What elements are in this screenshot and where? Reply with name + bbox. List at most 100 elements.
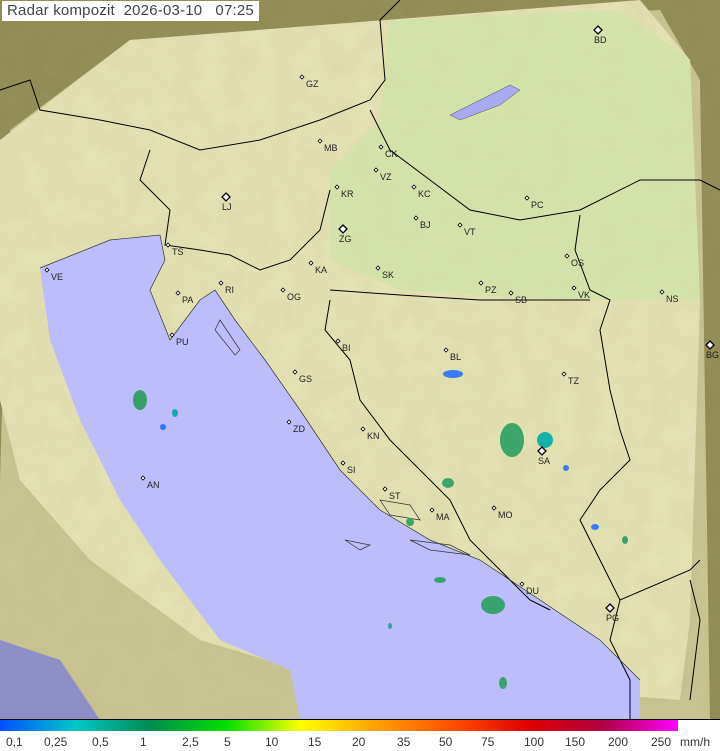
- radar-map[interactable]: GZ BD MB CK VZ KR KC LJ PC BJ VT TS ZG VE RI KA SK OS PA OG…: [0, 0, 720, 720]
- city-label: MB: [324, 143, 338, 153]
- scale-tick-label: 150: [565, 735, 586, 749]
- city-du: DU: [519, 581, 539, 596]
- city-vk: VK: [571, 285, 590, 300]
- precipitation-cell: [563, 465, 569, 471]
- city-label: PA: [182, 295, 193, 305]
- city-sk: SK: [375, 265, 394, 280]
- precipitation-cell: [133, 390, 147, 410]
- city-marker-icon: [317, 138, 323, 144]
- city-marker-icon: [478, 280, 484, 286]
- city-label: SB: [515, 295, 527, 305]
- scale-unit: mm/h: [680, 735, 710, 749]
- city-label: BJ: [420, 220, 431, 230]
- city-label: MO: [498, 510, 513, 520]
- city-pz: PZ: [478, 280, 497, 295]
- city-marker-icon: [564, 253, 570, 259]
- scale-tick-label: 15: [308, 735, 322, 749]
- city-label: TS: [172, 247, 184, 257]
- scale-tick-label: 5: [224, 735, 231, 749]
- city-bl: BL: [443, 347, 461, 362]
- city-marker-icon: [221, 192, 231, 202]
- city-marker-icon: [292, 369, 298, 375]
- city-label: VZ: [380, 172, 392, 182]
- city-label: GZ: [306, 79, 319, 89]
- city-label: BD: [594, 35, 607, 45]
- precipitation-color-scale: [0, 720, 678, 731]
- precipitation-cell: [434, 577, 446, 583]
- city-label: RI: [225, 285, 234, 295]
- city-label: VE: [51, 272, 63, 282]
- plain-green-region: [330, 10, 700, 300]
- precipitation-cell: [591, 524, 599, 530]
- city-marker-icon: [705, 340, 715, 350]
- city-marker-icon: [491, 505, 497, 511]
- city-label: LJ: [222, 202, 232, 212]
- precipitation-cell: [406, 518, 414, 526]
- city-zd: ZD: [286, 419, 305, 434]
- city-label: VK: [578, 290, 590, 300]
- city-kn: KN: [360, 426, 380, 441]
- city-kr: KR: [334, 184, 354, 199]
- scale-tick-label: 1: [140, 735, 147, 749]
- city-marker-icon: [334, 184, 340, 190]
- city-an: AN: [140, 475, 160, 490]
- city-label: DU: [526, 586, 539, 596]
- precipitation-cell: [481, 596, 505, 614]
- scale-tick-label: 0,25: [44, 735, 68, 749]
- precipitation-cell: [388, 623, 392, 629]
- city-marker-icon: [429, 507, 435, 513]
- city-marker-icon: [373, 167, 379, 173]
- precipitation-cell: [499, 677, 507, 689]
- city-marker-icon: [519, 581, 525, 587]
- city-label: NS: [666, 294, 679, 304]
- precipitation-cell: [537, 432, 553, 448]
- city-marker-icon: [378, 144, 384, 150]
- city-marker-icon: [140, 475, 146, 481]
- city-tz: TZ: [561, 371, 579, 386]
- city-ck: CK: [378, 144, 398, 159]
- city-marker-icon: [340, 460, 346, 466]
- city-bd: BD: [593, 25, 607, 45]
- radar-precipitation: [133, 370, 628, 689]
- city-ma: MA: [429, 507, 450, 522]
- city-marker-icon: [175, 290, 181, 296]
- city-marker-icon: [413, 215, 419, 221]
- scale-tick-label: 200: [608, 735, 629, 749]
- city-bi: BI: [335, 338, 351, 353]
- city-label: GS: [299, 374, 312, 384]
- city-marker-icon: [44, 267, 50, 273]
- precipitation-cell: [622, 536, 628, 544]
- city-kc: KC: [411, 184, 431, 199]
- city-marker-icon: [382, 486, 388, 492]
- city-markers: GZ BD MB CK VZ KR KC LJ PC BJ VT TS ZG VE RI KA SK OS PA OG…: [44, 25, 719, 623]
- city-ts: TS: [165, 242, 184, 257]
- city-sa: SA: [537, 446, 550, 466]
- city-label: PG: [606, 613, 619, 623]
- map-title: Radar kompozit 2026-03-10 07:25: [2, 1, 259, 21]
- precipitation-cell: [160, 424, 166, 430]
- precipitation-cell: [443, 370, 463, 378]
- precipitation-cell: [442, 478, 454, 488]
- scale-tick-label: 0,5: [92, 735, 109, 749]
- city-label: KC: [418, 189, 431, 199]
- coastline: [39, 234, 641, 681]
- color-scale-labels: 0,1 0,25 0,5 1 2,5 5 10 15 20 35 50 75 100 150 200 250 m…: [0, 735, 720, 751]
- city-label: KN: [367, 431, 380, 441]
- scale-tick-label: 75: [481, 735, 495, 749]
- city-label: ZG: [339, 234, 352, 244]
- city-marker-icon: [280, 287, 286, 293]
- city-marker-icon: [457, 222, 463, 228]
- city-ka: KA: [308, 260, 327, 275]
- city-pu: PU: [169, 332, 189, 347]
- city-marker-icon: [411, 184, 417, 190]
- city-pg: PG: [605, 603, 619, 623]
- city-marker-icon: [286, 419, 292, 425]
- city-label: OG: [287, 292, 301, 302]
- city-label: CK: [385, 149, 398, 159]
- scale-tick-label: 50: [439, 735, 453, 749]
- city-sb: SB: [508, 290, 527, 305]
- city-marker-icon: [443, 347, 449, 353]
- city-marker-icon: [335, 338, 341, 344]
- city-label: PU: [176, 337, 189, 347]
